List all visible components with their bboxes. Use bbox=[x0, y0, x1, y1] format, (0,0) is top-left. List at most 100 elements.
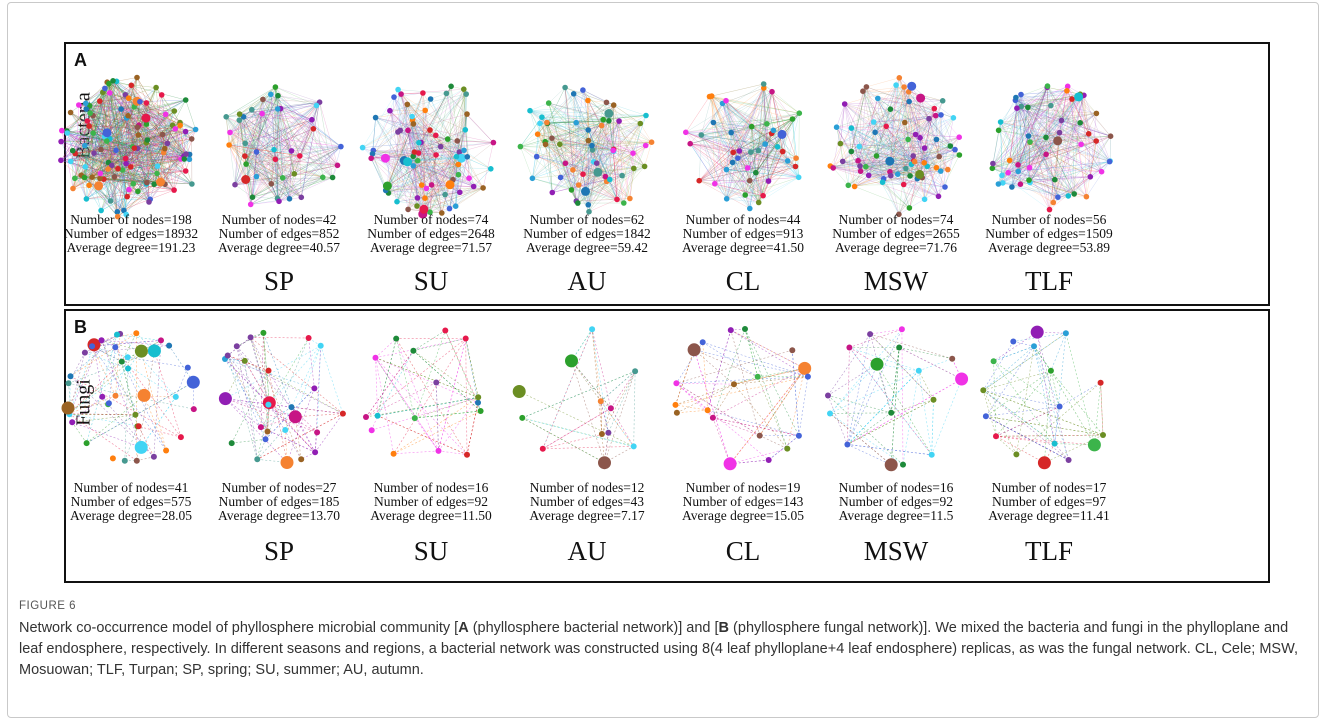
network-node bbox=[133, 457, 140, 464]
network-node bbox=[632, 368, 639, 375]
network-node bbox=[435, 447, 442, 454]
network-node bbox=[156, 177, 165, 187]
stat-degree: Average degree=11.41 bbox=[988, 508, 1110, 523]
network-node bbox=[926, 115, 932, 122]
stat-nodes: Number of nodes=198 bbox=[70, 212, 192, 227]
caption-part: B bbox=[718, 620, 730, 636]
network-node bbox=[414, 203, 420, 209]
network-node bbox=[1053, 136, 1063, 146]
network-node bbox=[537, 120, 543, 127]
network-node bbox=[598, 122, 605, 129]
network-node bbox=[1052, 176, 1058, 183]
network-node bbox=[598, 456, 611, 470]
network-node bbox=[480, 185, 486, 191]
network-node bbox=[1043, 151, 1049, 158]
network-node bbox=[863, 84, 870, 90]
network-node bbox=[755, 147, 762, 154]
network-node bbox=[760, 192, 766, 199]
network-node bbox=[742, 192, 748, 198]
network-node bbox=[945, 166, 951, 173]
network-node bbox=[228, 440, 235, 447]
network-stats: Number of nodes=42 Number of edges=852 Ave… bbox=[194, 213, 364, 255]
network-node bbox=[837, 140, 844, 147]
network-node bbox=[915, 367, 922, 374]
network-node bbox=[907, 81, 917, 91]
stat-degree: Average degree=13.70 bbox=[217, 508, 341, 523]
network-node bbox=[1026, 164, 1033, 171]
network-node bbox=[562, 160, 569, 167]
caption-part: A bbox=[458, 620, 469, 636]
network-node bbox=[896, 211, 902, 218]
network-node bbox=[264, 428, 271, 435]
network-node bbox=[411, 415, 418, 422]
network-node bbox=[770, 127, 777, 134]
network-node bbox=[82, 164, 88, 170]
network-stats: Number of nodes=62 Number of edges=1842 Av… bbox=[502, 213, 672, 255]
network-node bbox=[933, 136, 940, 143]
network-graph-bacteria-2 bbox=[352, 67, 510, 225]
stat-edges: Number of edges=143 bbox=[682, 494, 804, 509]
network-node bbox=[182, 168, 189, 174]
network-node bbox=[265, 367, 272, 374]
network-node bbox=[427, 127, 433, 133]
network-edges bbox=[224, 332, 344, 463]
network-node bbox=[268, 181, 275, 187]
network-node bbox=[372, 114, 379, 121]
network-graph-fungi-4 bbox=[665, 319, 821, 475]
network-node bbox=[857, 168, 864, 174]
network-node bbox=[466, 175, 472, 181]
network-node bbox=[387, 107, 393, 114]
network-node bbox=[445, 180, 455, 190]
network-node bbox=[102, 128, 112, 138]
network-node bbox=[1065, 193, 1072, 199]
network-node bbox=[97, 98, 103, 104]
network-node bbox=[166, 342, 173, 349]
network-node bbox=[585, 202, 592, 208]
network-node bbox=[81, 174, 88, 181]
network-node bbox=[937, 168, 944, 174]
network-node bbox=[993, 433, 999, 440]
network-node bbox=[134, 74, 140, 81]
network-node bbox=[746, 177, 753, 184]
network-node bbox=[875, 95, 881, 102]
network-node bbox=[1047, 367, 1054, 374]
network-node bbox=[112, 344, 119, 351]
network-node bbox=[1087, 438, 1101, 452]
network-node bbox=[218, 392, 232, 406]
network-node bbox=[437, 143, 444, 150]
network-node bbox=[1014, 105, 1020, 111]
network-node bbox=[146, 199, 152, 205]
network-node bbox=[597, 398, 604, 405]
network-node bbox=[320, 174, 326, 181]
network-node bbox=[297, 153, 303, 159]
network-node bbox=[150, 453, 157, 460]
network-node bbox=[604, 109, 614, 118]
network-graph-fungi-0 bbox=[57, 323, 205, 471]
network-node bbox=[989, 165, 996, 172]
network-node bbox=[115, 165, 121, 172]
panel-letter-a: A bbox=[74, 50, 87, 70]
network-node bbox=[247, 201, 254, 208]
network-node bbox=[575, 200, 581, 206]
network-node bbox=[933, 164, 940, 171]
network-node bbox=[65, 380, 72, 387]
network-node bbox=[1093, 110, 1100, 117]
network-node bbox=[111, 174, 118, 180]
network-node bbox=[83, 100, 89, 107]
network-node bbox=[581, 186, 590, 196]
network-node bbox=[1058, 117, 1065, 124]
network-graph-fungi-2 bbox=[353, 319, 509, 475]
network-nodes bbox=[218, 329, 346, 469]
network-node bbox=[477, 408, 484, 414]
network-node bbox=[61, 401, 75, 415]
network-node bbox=[309, 116, 315, 123]
network-node bbox=[153, 84, 159, 91]
network-node bbox=[585, 97, 591, 104]
network-node bbox=[888, 409, 895, 416]
network-node bbox=[131, 145, 138, 151]
network-node bbox=[848, 148, 855, 155]
network-node bbox=[593, 160, 600, 166]
network-node bbox=[1074, 92, 1084, 102]
network-node bbox=[915, 169, 925, 179]
network-node bbox=[363, 414, 369, 420]
